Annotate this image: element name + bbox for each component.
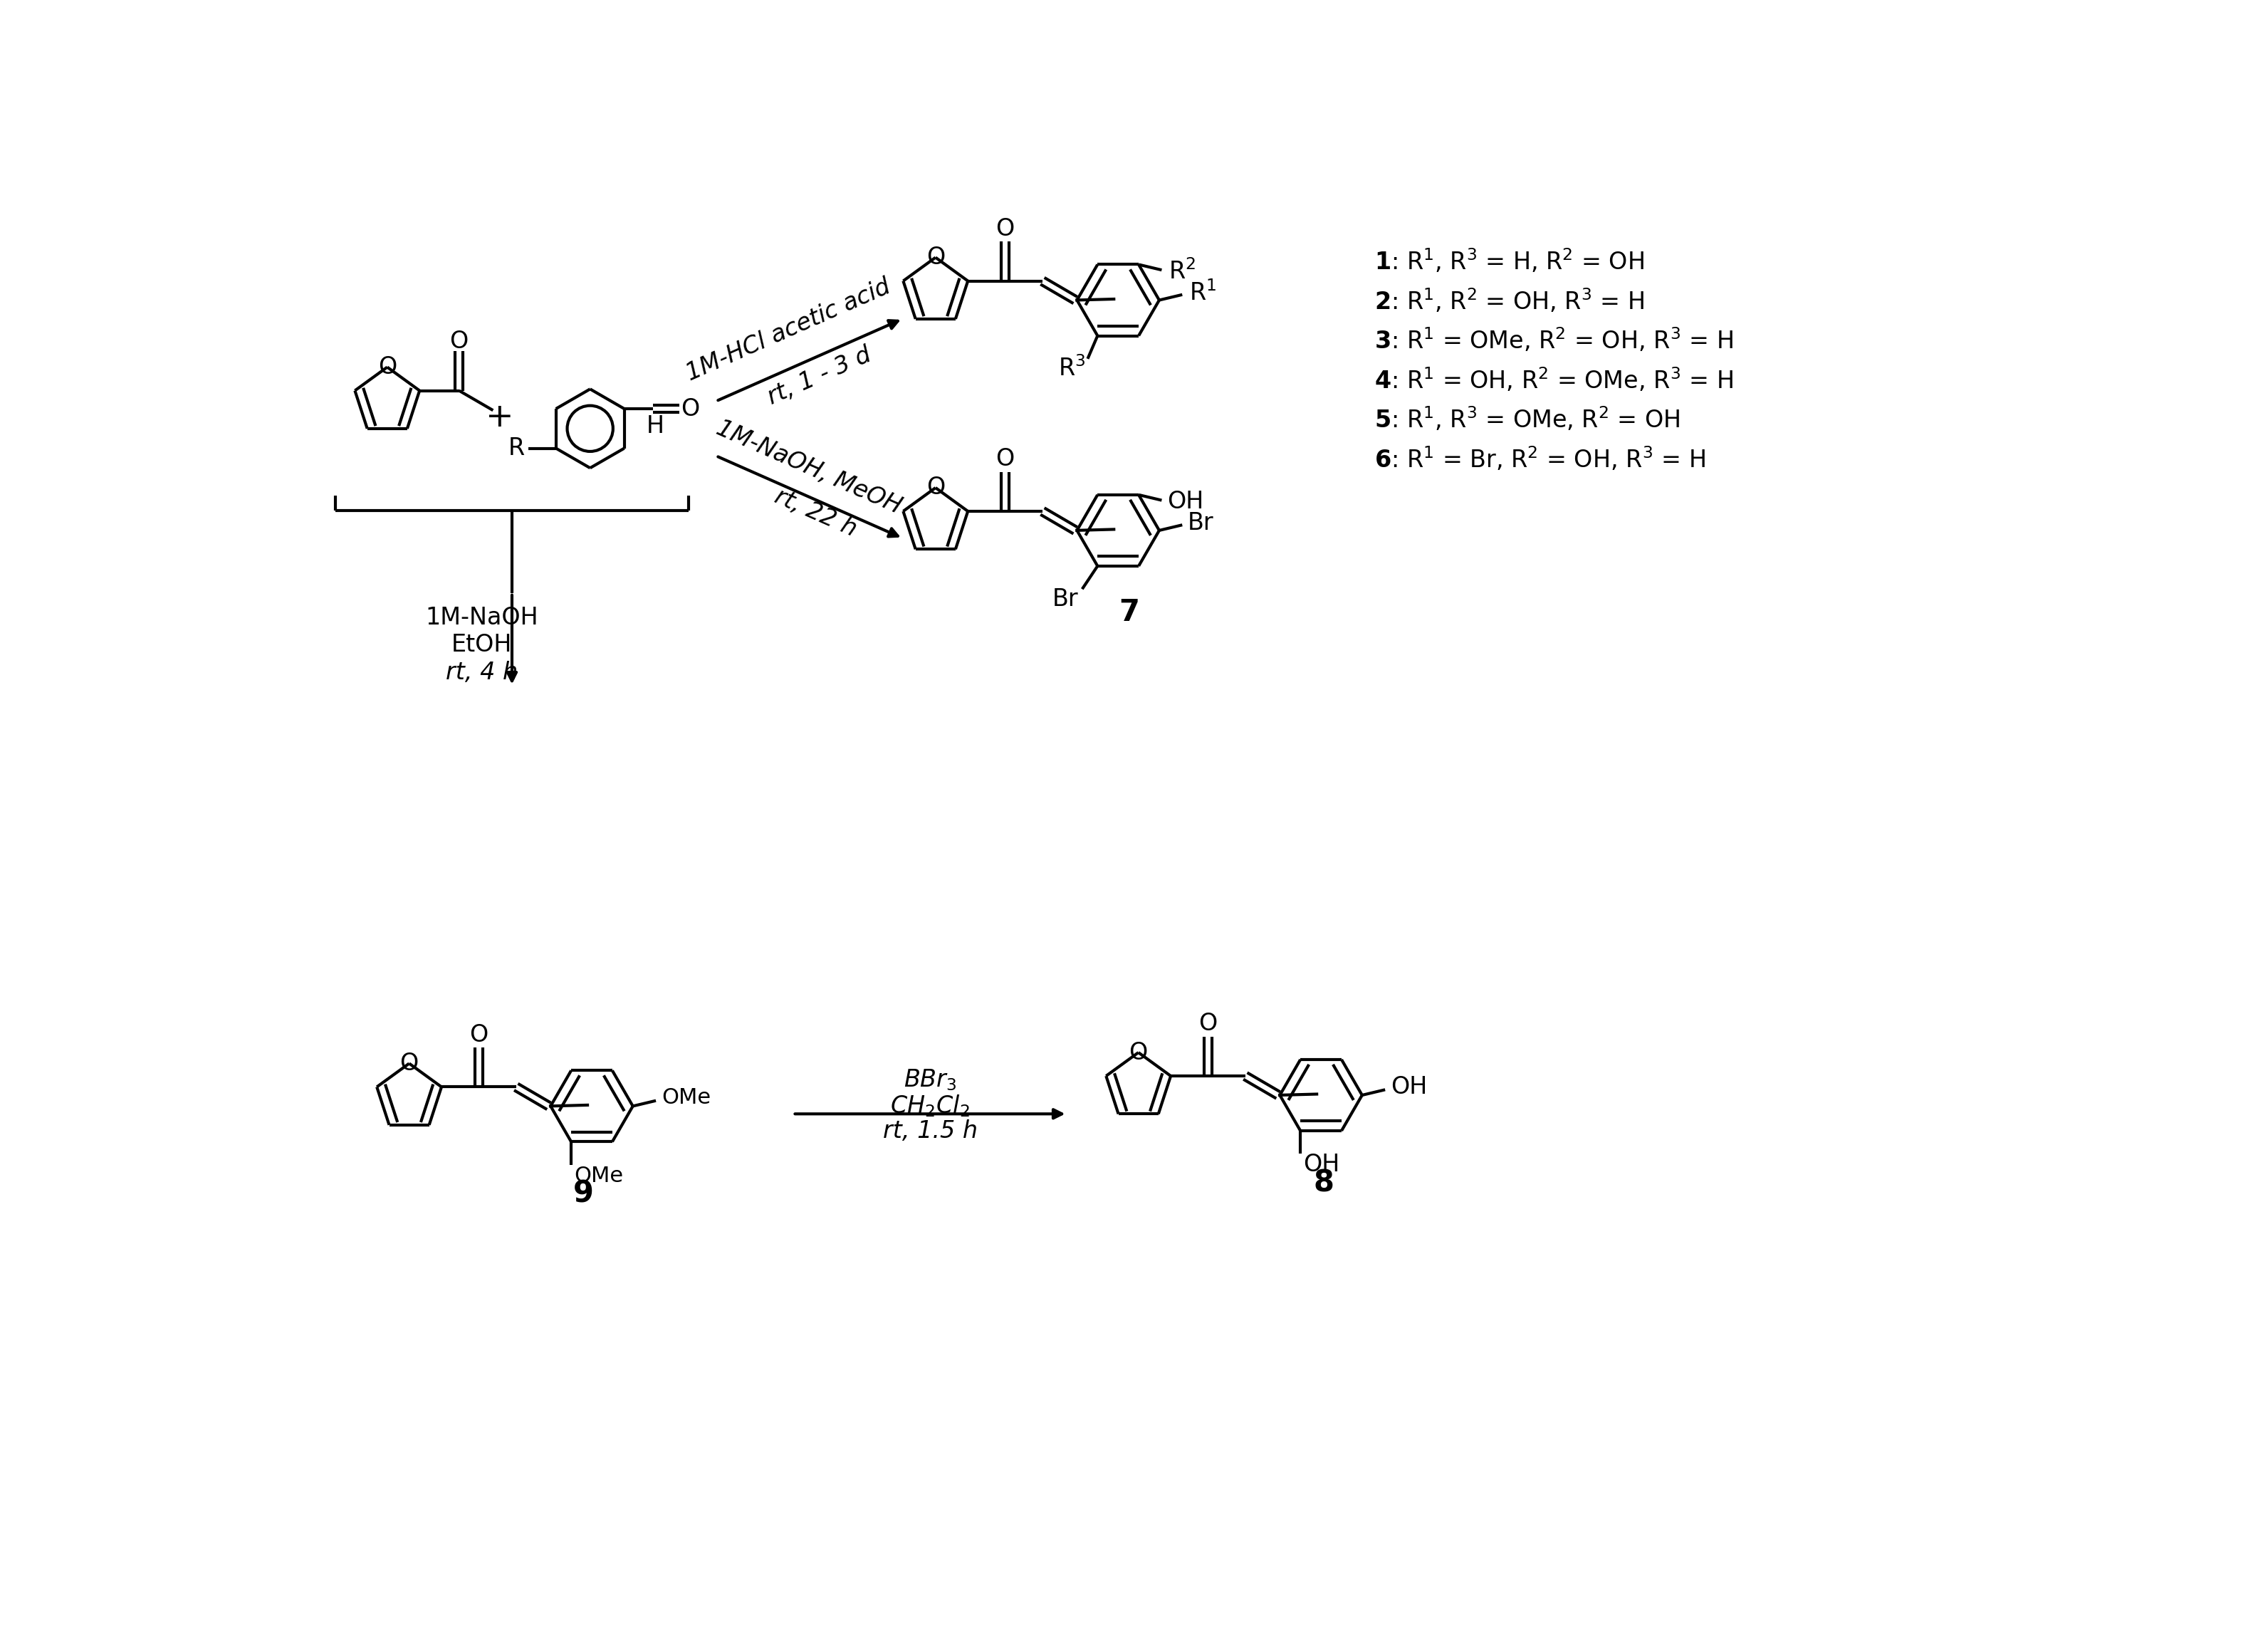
Text: $\mathbf{4}$: R$^1$ = OH, R$^2$ = OMe, R$^3$ = H: $\mathbf{4}$: R$^1$ = OH, R$^2$ = OMe, R…: [1374, 365, 1733, 393]
Text: R: R: [509, 436, 525, 459]
Text: BBr$_3$: BBr$_3$: [903, 1067, 957, 1092]
Text: O: O: [681, 396, 699, 421]
Text: 1M-NaOH: 1M-NaOH: [425, 606, 539, 629]
Text: EtOH: EtOH: [450, 633, 511, 657]
Text: O: O: [468, 1023, 489, 1047]
Text: $\mathbf{3}$: R$^1$ = OMe, R$^2$ = OH, R$^3$ = H: $\mathbf{3}$: R$^1$ = OMe, R$^2$ = OH, R…: [1374, 327, 1733, 354]
Text: O: O: [996, 448, 1014, 471]
Text: R$^2$: R$^2$: [1168, 259, 1195, 284]
Text: O: O: [926, 476, 946, 499]
Text: 1M-HCl acetic acid: 1M-HCl acetic acid: [683, 274, 894, 385]
Text: 8: 8: [1313, 1168, 1333, 1198]
Text: $\mathbf{2}$: R$^1$, R$^2$ = OH, R$^3$ = H: $\mathbf{2}$: R$^1$, R$^2$ = OH, R$^3$ =…: [1374, 287, 1643, 314]
Text: O: O: [1129, 1041, 1147, 1064]
Text: rt, 1 - 3 d: rt, 1 - 3 d: [765, 344, 876, 410]
Text: Br: Br: [1052, 586, 1079, 611]
Text: OMe: OMe: [661, 1087, 711, 1108]
Text: +: +: [487, 401, 514, 433]
Text: R$^1$: R$^1$: [1190, 281, 1217, 306]
Text: O: O: [378, 355, 396, 378]
Text: OMe: OMe: [575, 1165, 622, 1186]
Text: $\mathbf{6}$: R$^1$ = Br, R$^2$ = OH, R$^3$ = H: $\mathbf{6}$: R$^1$ = Br, R$^2$ = OH, R$…: [1374, 444, 1704, 472]
Text: R$^3$: R$^3$: [1059, 357, 1086, 382]
Text: OH: OH: [1389, 1075, 1428, 1099]
Text: OH: OH: [1168, 491, 1204, 514]
Text: $\mathbf{1}$: R$^1$, R$^3$ = H, R$^2$ = OH: $\mathbf{1}$: R$^1$, R$^3$ = H, R$^2$ = …: [1374, 248, 1643, 276]
Text: OH: OH: [1303, 1153, 1340, 1176]
Text: rt, 4 h: rt, 4 h: [446, 661, 518, 684]
Text: O: O: [926, 246, 946, 269]
Text: 9: 9: [573, 1180, 593, 1209]
Text: rt, 22 h: rt, 22 h: [772, 486, 860, 542]
Text: H: H: [647, 415, 665, 438]
Text: Br: Br: [1188, 512, 1213, 535]
Text: O: O: [1199, 1013, 1217, 1036]
Text: O: O: [401, 1052, 419, 1075]
Text: 1M-NaOH, MeOH: 1M-NaOH, MeOH: [713, 416, 905, 519]
Text: O: O: [996, 216, 1014, 241]
Text: 7: 7: [1118, 598, 1138, 628]
Text: O: O: [450, 329, 468, 354]
Text: $\mathbf{5}$: R$^1$, R$^3$ = OMe, R$^2$ = OH: $\mathbf{5}$: R$^1$, R$^3$ = OMe, R$^2$ …: [1374, 405, 1679, 433]
Text: CH$_2$Cl$_2$: CH$_2$Cl$_2$: [889, 1094, 971, 1118]
Text: rt, 1.5 h: rt, 1.5 h: [883, 1120, 978, 1143]
